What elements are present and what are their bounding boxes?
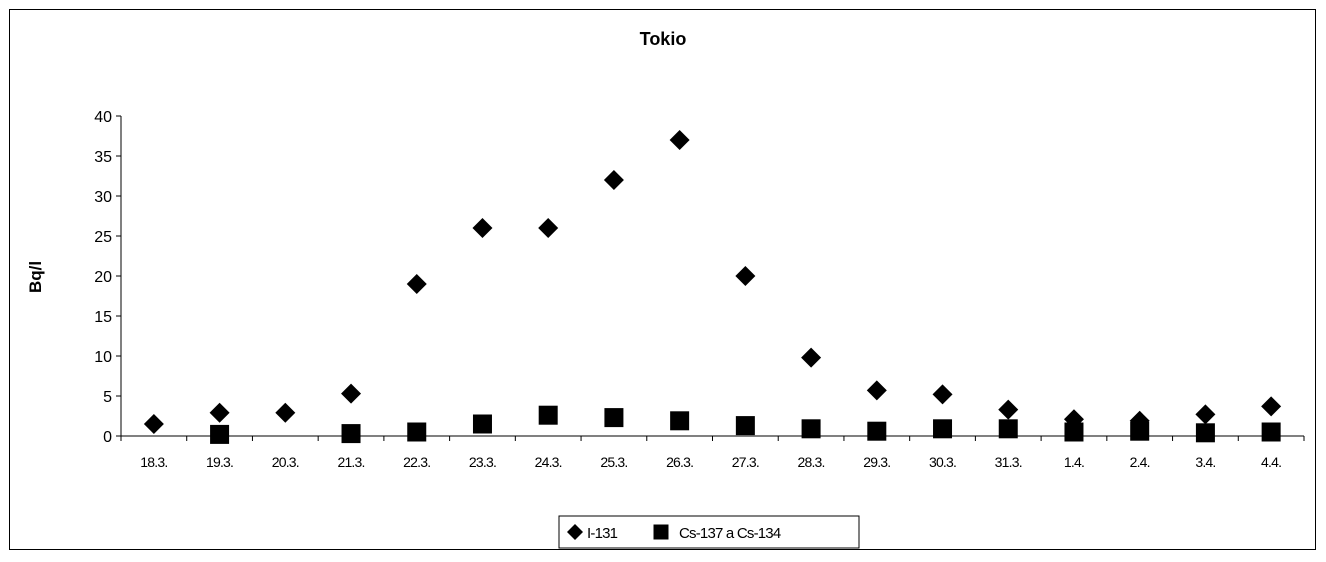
x-tick-label: 25.3. [600,454,627,470]
legend-label-cs137-cs134: Cs-137 a Cs-134 [679,525,781,542]
data-point-i131 [735,266,756,286]
data-point-i131 [669,130,690,150]
y-tick-label: 20 [94,269,112,286]
data-point-i131 [866,380,887,401]
data-point-i131 [472,218,493,238]
data-point-cs137-cs134 [670,411,690,431]
x-tick-label: 26.3. [666,454,693,470]
legend-box [558,515,860,549]
legend: I-131 Cs-137 a Cs-134 [558,515,860,549]
chart-title: Tokio [640,29,687,49]
legend-label-i131: I-131 [587,525,618,542]
data-point-i131 [1195,404,1216,425]
x-tick-label: 20.3. [272,454,299,470]
data-point-i131 [801,347,822,368]
y-tick-label: 35 [94,149,112,166]
x-tick-label: 30.3. [929,454,956,470]
data-marks [143,130,1282,444]
data-point-cs137-cs134 [1064,422,1084,442]
data-point-i131 [603,170,624,190]
data-point-cs137-cs134 [1130,421,1150,441]
y-tick-label: 10 [94,349,112,366]
data-point-i131 [406,274,427,294]
y-tick-label: 40 [94,109,112,126]
y-axis-label: Bq/l [26,261,45,293]
data-point-i131 [341,383,362,404]
legend-marker-i131 [567,524,583,540]
data-point-cs137-cs134 [933,419,953,439]
data-point-cs137-cs134 [210,424,230,444]
x-tick-label: 27.3. [732,454,759,470]
data-point-cs137-cs134 [1195,423,1215,443]
data-point-cs137-cs134 [735,416,755,436]
x-tick-label: 23.3. [469,454,496,470]
data-point-cs137-cs134 [472,414,492,434]
x-tick-label: 31.3. [995,454,1022,470]
data-point-cs137-cs134 [867,421,887,441]
x-tick-label: 28.3. [798,454,825,470]
data-point-cs137-cs134 [407,422,427,442]
legend-marker-cs137-cs134 [653,524,669,540]
series-i131 [143,130,1282,434]
axes: 0 5 10 15 20 25 30 35 40 18.3. 19.3. 20.3. 21.3. 22.3… [94,109,1305,470]
x-tick-label: 3.4. [1195,454,1215,470]
data-point-i131 [1261,396,1282,417]
x-tick-label: 18.3. [140,454,167,470]
x-tick-label: 21.3. [337,454,364,470]
x-tick-label: 29.3. [863,454,890,470]
y-tick-label: 0 [103,429,112,446]
x-tick-label: 2.4. [1130,454,1150,470]
data-point-cs137-cs134 [801,419,821,439]
data-point-i131 [209,402,230,423]
data-point-cs137-cs134 [604,408,624,428]
data-point-cs137-cs134 [998,419,1018,439]
data-point-i131 [998,399,1019,420]
y-tick-label: 30 [94,189,112,206]
x-tick-label: 24.3. [535,454,562,470]
data-point-cs137-cs134 [341,424,361,444]
chart-frame [9,9,1316,550]
data-point-i131 [538,218,559,238]
y-tick-label: 25 [94,229,112,246]
data-point-i131 [932,384,953,405]
data-point-cs137-cs134 [538,405,558,425]
y-tick-label: 15 [94,309,112,326]
y-tick-label: 5 [103,389,112,406]
x-tick-label: 4.4. [1261,454,1281,470]
x-tick-label: 1.4. [1064,454,1084,470]
data-point-i131 [143,414,164,434]
x-tick-label: 22.3. [403,454,430,470]
data-point-cs137-cs134 [1261,422,1281,442]
series-cs137-cs134 [210,405,1281,444]
data-point-i131 [275,402,296,423]
x-tick-label: 19.3. [206,454,233,470]
